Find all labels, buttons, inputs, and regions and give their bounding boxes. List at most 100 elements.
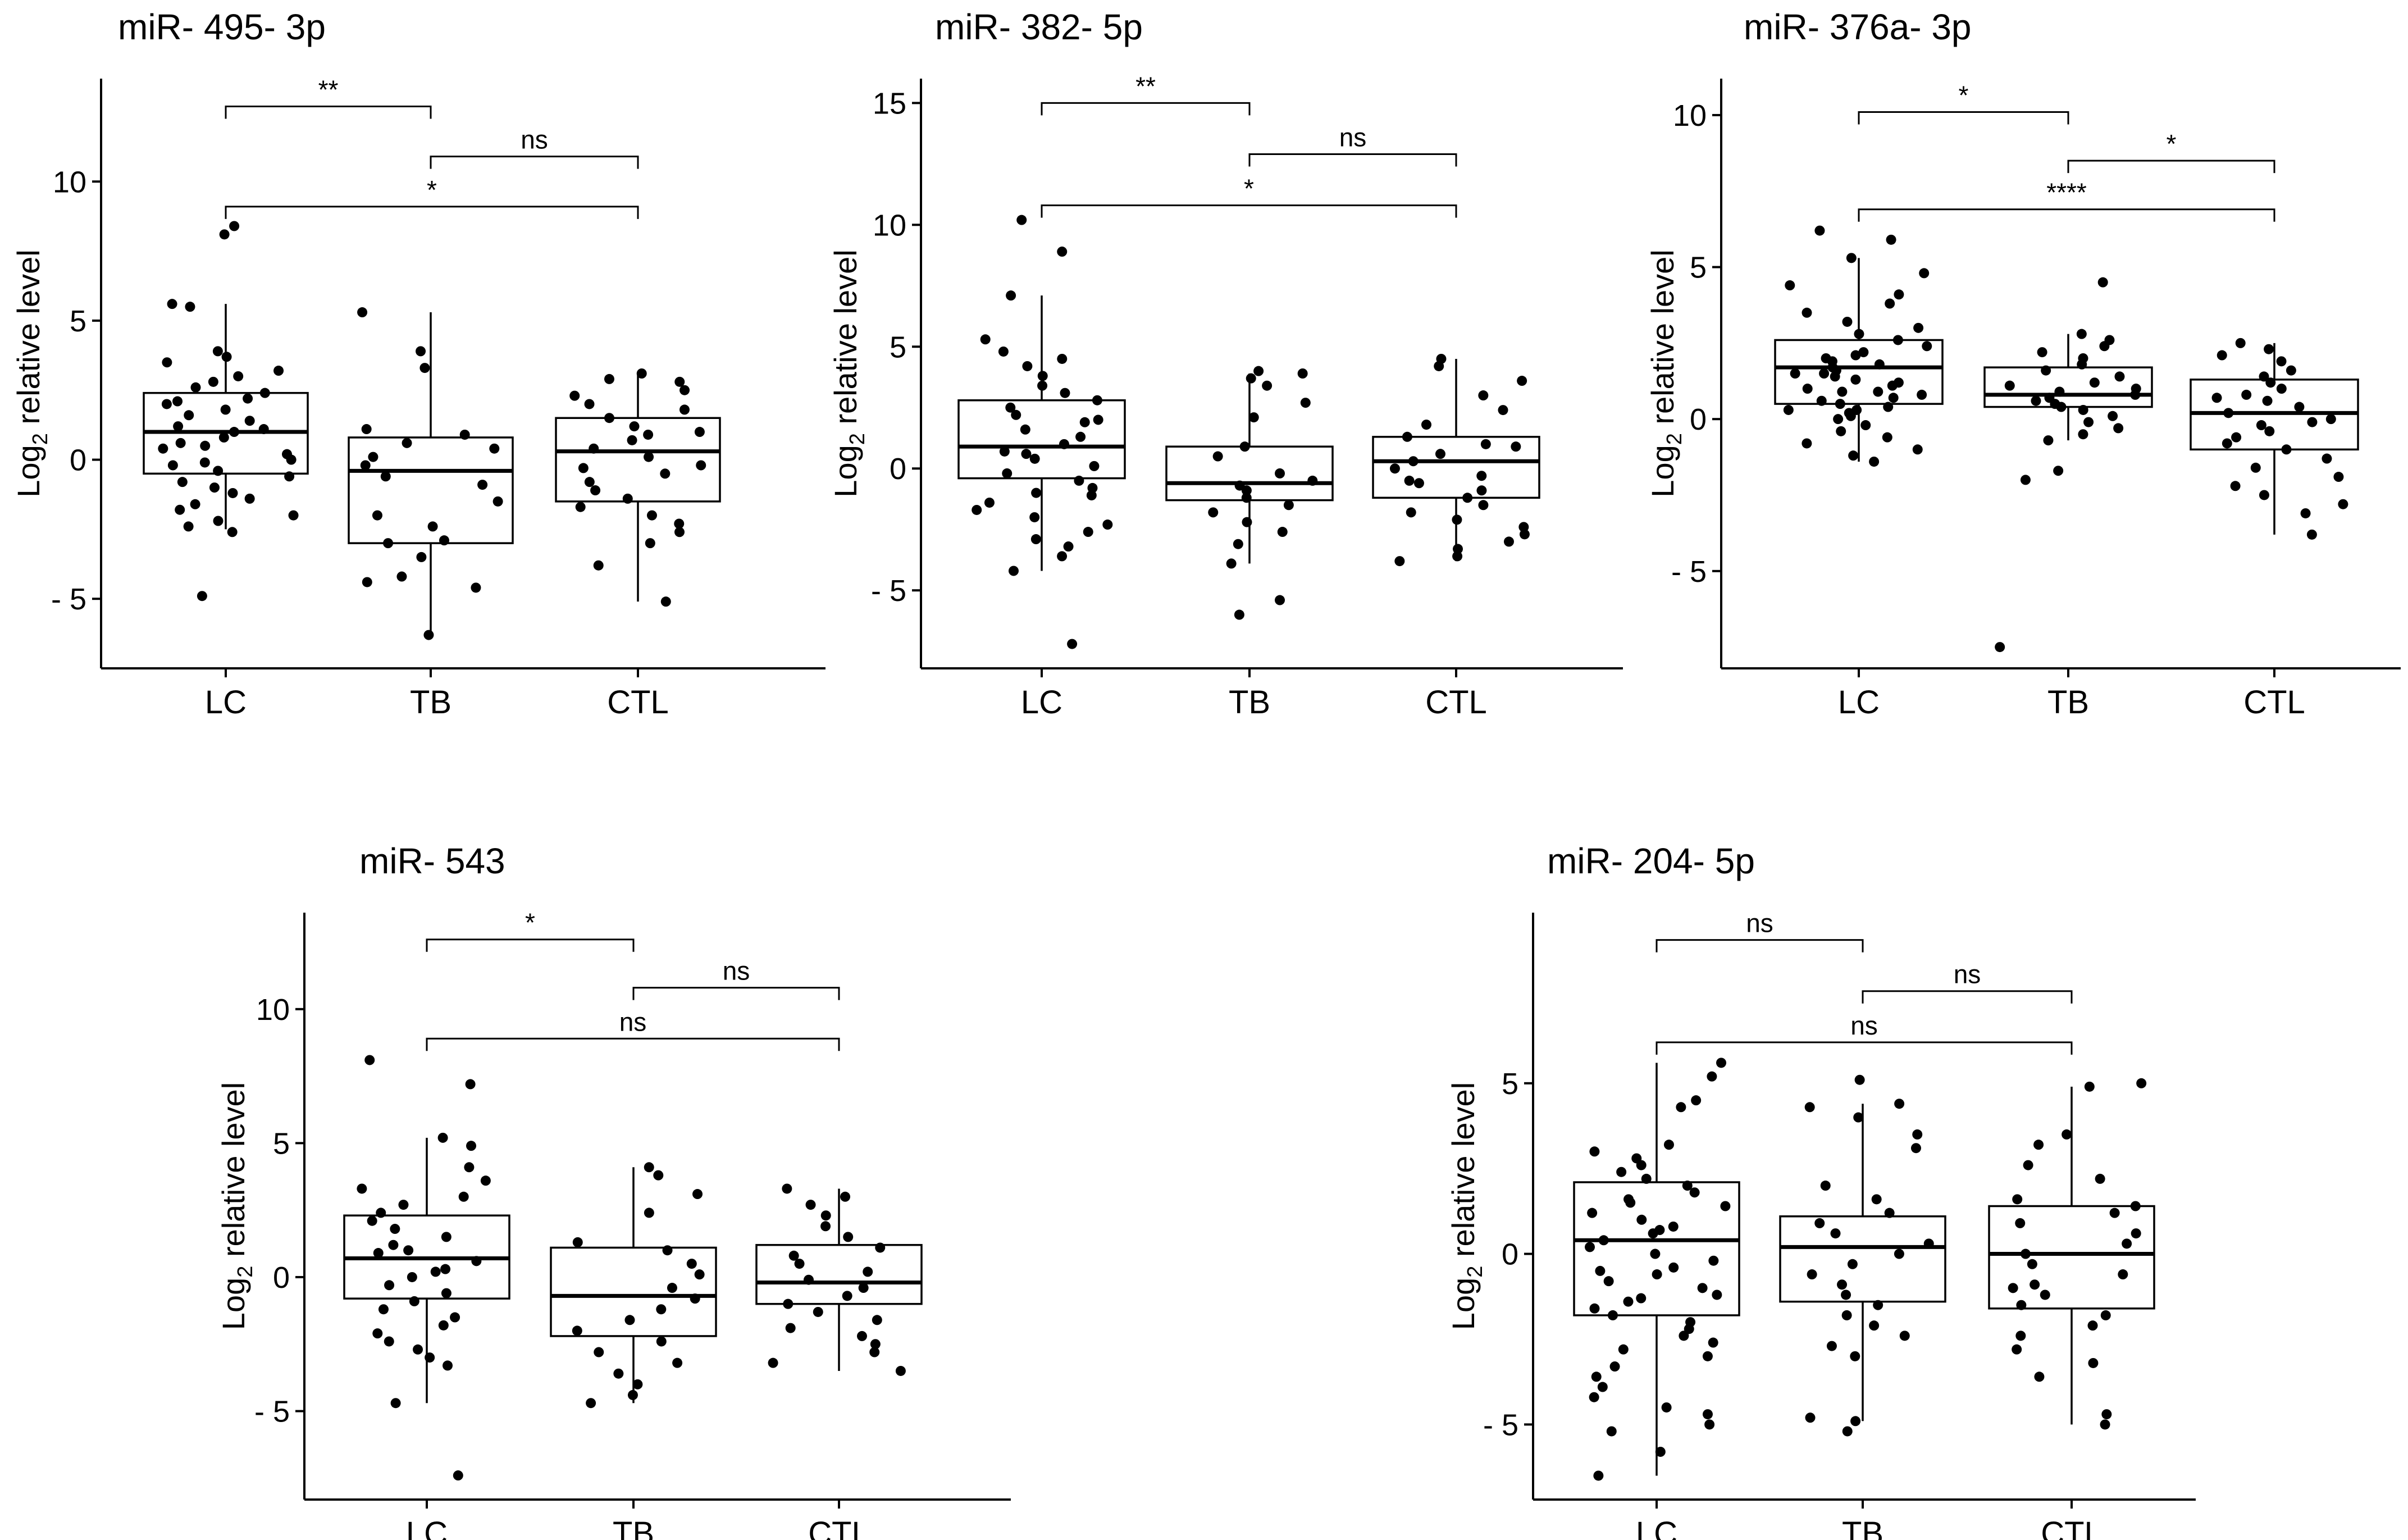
chart-panel-1: miR- 495- 3p - 5 0 5 10 Log2 relative level LC… xyxy=(11,7,826,721)
data-point-lc xyxy=(1785,280,1795,291)
data-point-lc xyxy=(212,346,223,357)
data-point-lc xyxy=(177,477,188,487)
data-point-ctl xyxy=(2338,499,2348,509)
data-point-lc xyxy=(1842,316,1853,327)
data-point-tb xyxy=(2056,402,2067,412)
x-tick-label-lc: LC xyxy=(1636,1515,1677,1540)
significance-bracket xyxy=(1862,990,2073,1004)
data-point-ctl xyxy=(2262,395,2273,406)
data-point-lc xyxy=(1625,1197,1636,1208)
data-point-lc xyxy=(441,1288,452,1298)
significance-bracket xyxy=(225,106,432,119)
data-point-tb xyxy=(402,438,412,448)
x-tick-label-tb: TB xyxy=(2047,684,2089,721)
data-point-lc xyxy=(1102,520,1113,530)
data-point-tb xyxy=(586,1398,596,1409)
data-point-tb xyxy=(2089,377,2100,388)
y-tick-label: - 5 xyxy=(1483,1408,1518,1442)
data-point-ctl xyxy=(2300,508,2311,518)
significance-bracket xyxy=(1248,153,1457,167)
significance-label: * xyxy=(2167,129,2177,158)
data-point-ctl xyxy=(1517,376,1527,386)
data-point-ctl xyxy=(813,1306,823,1317)
data-point-lc xyxy=(1850,374,1861,385)
data-point-ctl xyxy=(804,1274,814,1285)
data-point-tb xyxy=(2108,411,2118,421)
data-point-tb xyxy=(2004,380,2015,391)
y-axis-label: Log2 relative level xyxy=(11,249,52,497)
data-point-lc xyxy=(1802,384,1813,394)
significance-label: ns xyxy=(1746,909,1773,938)
data-point-tb xyxy=(2097,277,2108,288)
data-point-lc xyxy=(1089,461,1100,471)
data-point-ctl xyxy=(2223,408,2234,418)
data-point-lc xyxy=(480,1175,491,1186)
data-point-lc xyxy=(1060,388,1070,398)
data-point-tb xyxy=(1297,368,1308,379)
data-point-lc xyxy=(388,1240,399,1250)
data-point-ctl xyxy=(2325,414,2336,425)
data-point-ctl xyxy=(575,502,586,512)
data-point-ctl xyxy=(622,493,633,504)
data-point-tb xyxy=(1804,1102,1815,1113)
data-point-tb xyxy=(1847,1259,1858,1269)
data-point-lc xyxy=(1609,1361,1620,1372)
data-point-lc xyxy=(450,1312,460,1323)
box-ctl xyxy=(1988,1205,2155,1310)
box-ctl xyxy=(1372,436,1540,499)
significance-bracket xyxy=(1041,102,1251,116)
data-point-tb xyxy=(1241,485,1252,496)
data-point-ctl xyxy=(785,1323,796,1333)
data-point-lc xyxy=(1691,1095,1702,1106)
data-point-tb xyxy=(1894,1099,1905,1109)
data-point-lc xyxy=(185,302,195,312)
data-point-lc xyxy=(1886,234,1896,245)
data-point-lc xyxy=(1005,402,1016,413)
chart-title: miR- 204- 5p xyxy=(1547,841,1755,881)
data-point-tb xyxy=(656,1336,667,1347)
data-point-lc xyxy=(258,424,269,435)
data-point-lc xyxy=(1679,1331,1689,1341)
data-point-tb xyxy=(1884,1208,1895,1218)
data-point-tb xyxy=(1234,609,1244,620)
data-point-ctl xyxy=(2222,438,2232,449)
data-point-tb xyxy=(1248,412,1259,423)
data-point-ctl xyxy=(1478,390,1489,401)
data-point-ctl xyxy=(660,596,671,607)
data-point-lc xyxy=(184,410,194,421)
data-point-tb xyxy=(362,577,372,587)
data-point-tb xyxy=(1807,1269,1817,1280)
data-point-ctl xyxy=(2040,1290,2050,1300)
data-point-ctl xyxy=(2264,426,2275,436)
data-point-ctl xyxy=(694,427,705,438)
data-point-ctl xyxy=(1389,463,1400,474)
y-tick-label: 0 xyxy=(70,444,86,477)
data-point-lc xyxy=(384,1336,394,1347)
data-point-ctl xyxy=(569,390,580,401)
data-point-tb xyxy=(380,471,391,482)
data-point-tb xyxy=(2053,466,2064,476)
data-point-tb xyxy=(2043,435,2054,446)
data-point-lc xyxy=(438,1320,449,1331)
data-point-lc xyxy=(1589,1146,1600,1157)
data-point-lc xyxy=(190,382,201,393)
data-point-lc xyxy=(209,482,220,493)
data-point-tb xyxy=(1239,441,1250,452)
data-point-tb xyxy=(2078,429,2088,440)
data-point-lc xyxy=(407,1272,417,1282)
data-point-tb xyxy=(1894,1249,1904,1259)
data-point-lc xyxy=(1663,1140,1674,1150)
data-point-tb xyxy=(632,1379,643,1389)
chart-panel-4: miR- 543 - 5 0 5 10 Log2 relative level LC TB CT… xyxy=(216,841,1011,1540)
data-point-ctl xyxy=(1402,431,1412,442)
data-point-tb xyxy=(1850,1416,1861,1427)
data-point-ctl xyxy=(2100,1310,2111,1320)
data-point-lc xyxy=(1020,424,1030,435)
data-point-ctl xyxy=(696,460,706,471)
data-point-lc xyxy=(1668,1262,1679,1273)
data-point-ctl xyxy=(629,421,640,432)
data-point-ctl xyxy=(584,477,595,487)
data-point-ctl xyxy=(636,368,647,379)
data-point-lc xyxy=(244,416,255,426)
y-tick-label: 10 xyxy=(873,208,906,242)
